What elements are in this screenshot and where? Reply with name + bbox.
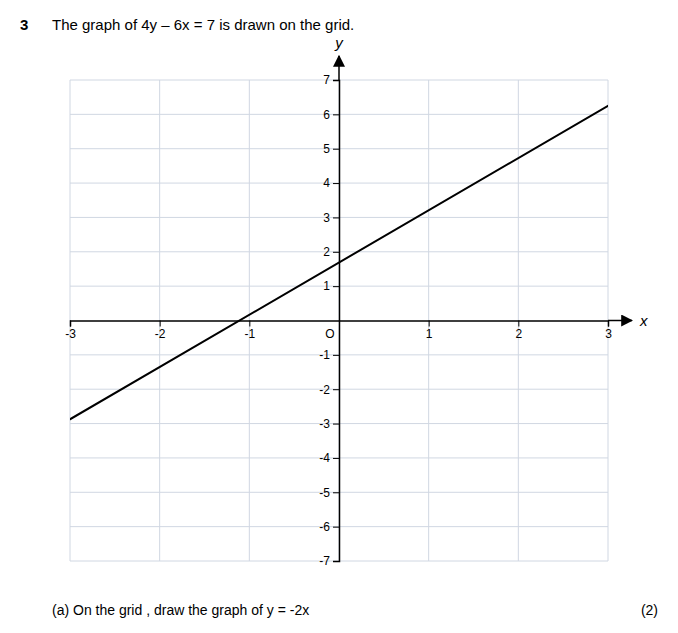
- mark-count: (2): [641, 602, 658, 618]
- y-tick-mark: [333, 183, 339, 184]
- x-tick: 2: [515, 321, 522, 342]
- x-tick-label: 2: [515, 327, 522, 341]
- x-tick-mark: [518, 321, 519, 327]
- y-tick-label: -4: [319, 451, 330, 465]
- x-axis-arrow: [608, 320, 632, 322]
- title-group: 3 The graph of 4y – 6x = 7 is drawn on th…: [20, 16, 354, 33]
- x-tick: -2: [155, 321, 166, 342]
- x-tick: O: [325, 321, 339, 342]
- y-tick-label: 4: [323, 176, 330, 190]
- y-axis-arrow: [338, 56, 340, 80]
- x-tick-label: 1: [426, 327, 433, 341]
- y-tick-label: 1: [323, 279, 330, 293]
- x-tick-label: -1: [244, 327, 255, 341]
- x-tick-label: 3: [605, 327, 612, 341]
- chart: 3 The graph of 4y – 6x = 7 is drawn on th…: [0, 0, 678, 633]
- y-tick-label: 5: [323, 142, 330, 156]
- grid: [70, 80, 608, 561]
- y-tick: -6: [319, 520, 339, 534]
- y-tick-mark: [333, 80, 339, 81]
- y-tick-mark: [333, 114, 339, 115]
- x-tick-label: O: [325, 327, 334, 341]
- y-axis-label: y: [334, 34, 344, 51]
- y-tick-mark: [333, 492, 339, 493]
- y-tick-label: -6: [319, 520, 330, 534]
- x-axis-label: x: [639, 312, 648, 329]
- y-tick-mark: [333, 458, 339, 459]
- x-tick: 1: [426, 321, 433, 342]
- title: The graph of 4y – 6x = 7 is drawn on the…: [52, 16, 354, 33]
- y-tick-label: -1: [319, 348, 330, 362]
- question-number: 3: [20, 16, 28, 33]
- x-tick-label: -2: [155, 327, 166, 341]
- line: [70, 106, 608, 420]
- x-tick: -1: [244, 321, 255, 342]
- subtitle: (a) On the grid , draw the graph of y = …: [52, 602, 309, 618]
- x-tick-mark: [70, 321, 71, 327]
- y-tick: -3: [319, 417, 339, 431]
- y-tick-label: 3: [323, 211, 330, 225]
- x-tick-mark: [160, 321, 161, 327]
- y-tick: -1: [319, 348, 339, 362]
- y-tick: -2: [319, 383, 339, 397]
- y-axis-line: [333, 81, 340, 562]
- y-tick: 3: [323, 211, 339, 225]
- marks: [70, 106, 608, 420]
- y-tick-mark: [333, 252, 339, 253]
- y-tick-label: -7: [319, 554, 330, 568]
- x-tick: -3: [65, 321, 76, 342]
- y-tick: -4: [319, 451, 339, 465]
- x-tick-mark: [608, 321, 609, 327]
- x-tick-mark: [249, 321, 250, 327]
- x-tick-mark: [429, 321, 430, 327]
- y-tick-mark: [333, 389, 339, 390]
- y-tick: 4: [323, 176, 339, 190]
- y-tick: 6: [323, 108, 339, 122]
- y-tick-mark: [333, 149, 339, 150]
- y-tick: 1: [323, 279, 339, 293]
- y-tick-mark: [333, 286, 339, 287]
- y-tick-label: -2: [319, 383, 330, 397]
- y-tick-mark: [333, 527, 339, 528]
- y-tick-label: 7: [323, 73, 330, 87]
- y-tick: -7: [319, 554, 339, 568]
- y-tick-label: 2: [323, 245, 330, 259]
- y-tick: 5: [323, 142, 339, 156]
- y-tick-mark: [333, 355, 339, 356]
- y-tick-label: -3: [319, 417, 330, 431]
- x-axis: -3 -2 -1 O 1 2 3: [65, 321, 612, 342]
- y-tick: -5: [319, 486, 339, 500]
- y-tick-label: 6: [323, 108, 330, 122]
- y-axis: -7 -6 -5 -4 -3 -2 -1 1 2 3 4 5 6 7: [319, 73, 339, 568]
- x-tick-label: -3: [65, 327, 76, 341]
- plot: -3 -2 -1 O 1 2 3 -7 -6 -5 -4 -3 -2 -1 1 2 3 4 5 6 7 x y: [65, 34, 648, 568]
- y-tick: 2: [323, 245, 339, 259]
- y-tick-label: -5: [319, 486, 330, 500]
- x-grid-line: [70, 80, 71, 561]
- y-tick-mark: [333, 217, 339, 218]
- y-tick-mark: [333, 561, 339, 562]
- y-tick: 7: [323, 73, 339, 87]
- y-tick-mark: [333, 424, 339, 425]
- x-tick: 3: [605, 321, 612, 342]
